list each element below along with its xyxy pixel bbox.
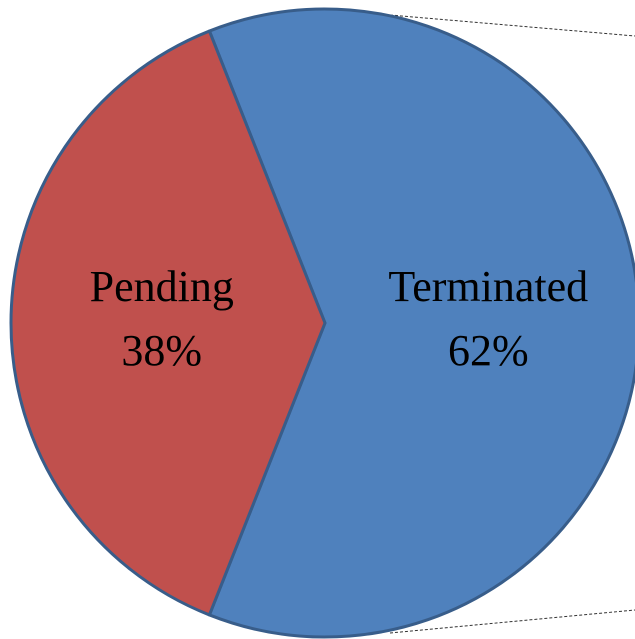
connector-line [389,14,635,37]
slice-value-label: 38% [121,326,202,375]
pie [9,7,635,639]
pie-slice [9,29,327,617]
slice-label: Terminated [388,262,588,311]
slice-value-label: 62% [448,326,529,375]
slice-label: Pending [90,262,234,311]
pie-slice [207,7,635,639]
connector-line [389,609,635,634]
